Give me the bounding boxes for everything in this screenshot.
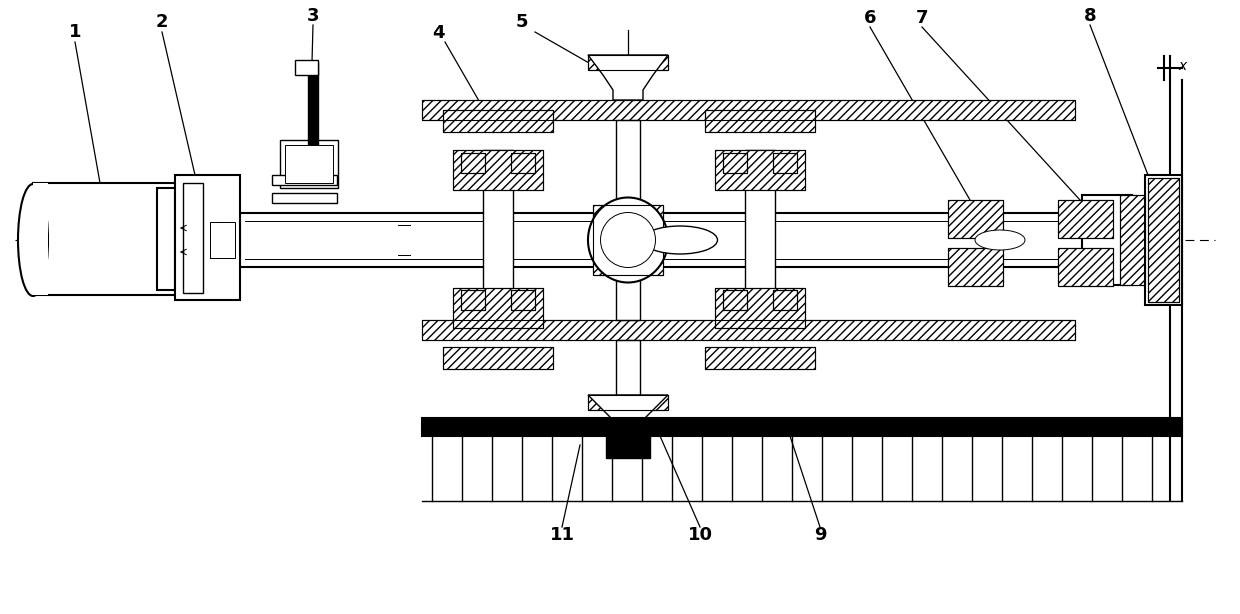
Bar xyxy=(443,347,553,369)
Polygon shape xyxy=(588,395,668,430)
Bar xyxy=(949,248,1003,286)
Text: x: x xyxy=(1178,59,1187,73)
Ellipse shape xyxy=(19,184,48,296)
Bar xyxy=(588,395,668,410)
Text: 9: 9 xyxy=(813,526,826,544)
Bar xyxy=(773,290,797,310)
Bar xyxy=(210,222,236,258)
Bar xyxy=(949,200,1003,238)
Bar xyxy=(1058,200,1114,238)
Bar xyxy=(453,288,543,328)
Bar xyxy=(461,290,485,310)
Bar xyxy=(443,110,553,132)
Bar xyxy=(461,153,485,173)
Bar xyxy=(706,110,815,132)
Text: 6: 6 xyxy=(864,9,877,27)
Bar xyxy=(773,153,797,173)
Bar xyxy=(511,153,534,173)
Bar xyxy=(723,290,746,310)
Bar xyxy=(588,55,668,70)
Bar xyxy=(706,110,815,132)
Bar xyxy=(715,288,805,328)
Ellipse shape xyxy=(588,198,668,282)
Bar xyxy=(1148,178,1179,302)
Bar xyxy=(422,100,1075,120)
Bar xyxy=(1120,195,1145,285)
Bar xyxy=(715,150,805,190)
Bar xyxy=(773,290,797,310)
Bar xyxy=(443,110,553,132)
Bar xyxy=(443,347,553,369)
Bar xyxy=(706,347,815,369)
Bar xyxy=(706,347,815,369)
Bar xyxy=(1058,200,1114,238)
Bar xyxy=(952,205,960,215)
Bar xyxy=(745,150,775,328)
Bar xyxy=(593,205,663,275)
Bar xyxy=(280,140,339,188)
Text: 4: 4 xyxy=(432,24,444,42)
Bar xyxy=(1061,205,1070,215)
Bar xyxy=(511,290,534,310)
Text: 5: 5 xyxy=(516,13,528,31)
Ellipse shape xyxy=(642,226,718,254)
Bar xyxy=(272,193,337,203)
Ellipse shape xyxy=(600,212,656,268)
Bar xyxy=(1148,178,1179,302)
Bar xyxy=(484,150,513,328)
Bar xyxy=(1145,175,1182,305)
Text: 8: 8 xyxy=(1084,7,1096,25)
Bar xyxy=(453,150,543,190)
Bar xyxy=(723,290,746,310)
Bar xyxy=(982,205,990,215)
Bar xyxy=(184,183,203,293)
Text: 10: 10 xyxy=(687,526,713,544)
Bar xyxy=(1058,248,1114,286)
Bar xyxy=(715,150,805,190)
Bar xyxy=(616,120,640,320)
Bar xyxy=(588,55,668,70)
Bar xyxy=(1083,195,1132,285)
Bar xyxy=(33,183,175,295)
Bar xyxy=(511,290,534,310)
Ellipse shape xyxy=(975,230,1025,250)
Bar xyxy=(715,288,805,328)
Bar xyxy=(33,183,48,295)
Bar xyxy=(1120,195,1145,285)
Bar xyxy=(157,188,175,290)
Bar xyxy=(606,430,650,458)
Bar xyxy=(773,153,797,173)
Text: 3: 3 xyxy=(306,7,319,25)
Bar xyxy=(210,222,236,258)
Bar xyxy=(461,290,485,310)
Bar xyxy=(588,395,668,410)
Bar xyxy=(422,320,1075,340)
Bar xyxy=(241,213,1085,267)
Bar xyxy=(593,205,663,275)
Text: 7: 7 xyxy=(916,9,929,27)
Bar xyxy=(422,320,1075,340)
Bar xyxy=(453,150,543,190)
Bar xyxy=(1058,248,1114,286)
Text: 2: 2 xyxy=(156,13,169,31)
Bar xyxy=(295,60,317,75)
Text: 11: 11 xyxy=(549,526,574,544)
Bar xyxy=(308,62,317,172)
Bar xyxy=(723,153,746,173)
Bar xyxy=(511,153,534,173)
Polygon shape xyxy=(588,55,668,100)
Bar xyxy=(949,248,1003,286)
Bar xyxy=(285,145,334,183)
Bar xyxy=(616,340,640,395)
Bar xyxy=(461,153,485,173)
Text: 1: 1 xyxy=(68,23,82,41)
Bar xyxy=(422,418,1182,436)
Bar xyxy=(723,153,746,173)
Bar xyxy=(949,200,1003,238)
Bar xyxy=(422,100,1075,120)
Bar xyxy=(175,175,241,300)
Bar xyxy=(453,288,543,328)
Bar xyxy=(272,175,337,185)
Bar xyxy=(1092,205,1100,215)
